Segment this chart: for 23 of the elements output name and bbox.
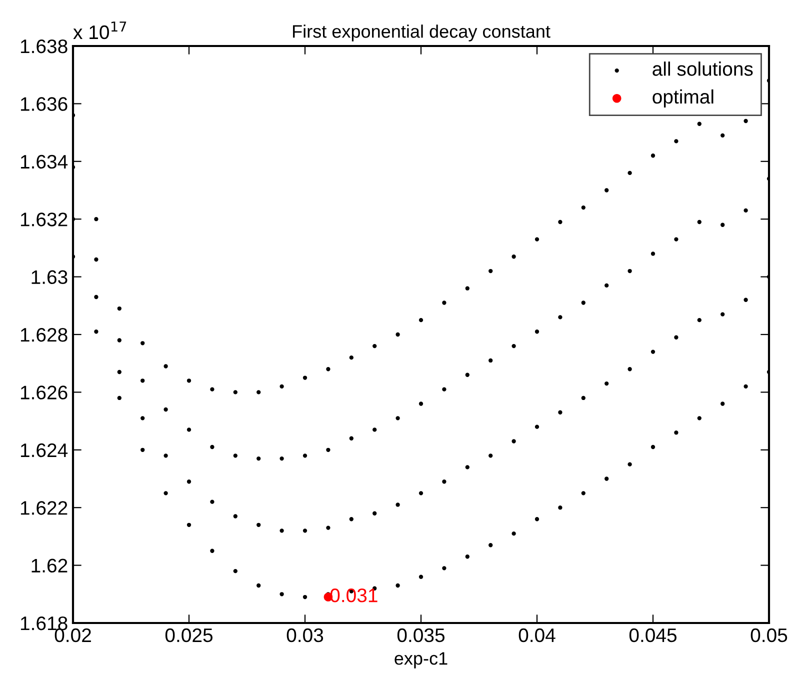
y-tick-label: 1.638 (20, 39, 68, 54)
y-tick-label: 1.628 (20, 328, 68, 342)
chart-title: First exponential decay constant (293, 24, 550, 42)
x-tick-label: 0.035 (397, 628, 445, 642)
x-tick-label: 0.03 (286, 628, 324, 642)
y-tick-label: 1.634 (20, 154, 68, 169)
y-tick-label: 1.622 (20, 501, 68, 515)
x-tick-label: 0.045 (629, 628, 677, 642)
y-tick-label: 1.618 (20, 616, 68, 630)
x-axis-title: exp-c1 (394, 652, 448, 668)
x-tick-label: 0.04 (518, 628, 556, 642)
y-tick-label: 1.632 (20, 212, 68, 226)
y-tick-label: 1.626 (20, 386, 68, 400)
y-tick-label: 1.624 (20, 443, 68, 458)
x-tick-label: 0.05 (750, 628, 788, 642)
legend-label: optimal (652, 89, 714, 108)
y-tick-label: 1.62 (32, 558, 68, 573)
x-tick-label: 0.02 (54, 628, 91, 642)
x-tick-label: 0.025 (165, 628, 213, 642)
legend-label: all solutions (652, 62, 753, 76)
y-tick-label: 1.636 (20, 97, 68, 111)
y-tick-label: 1.63 (32, 270, 68, 284)
text: x 10$^{17}$ (73, 22, 126, 40)
